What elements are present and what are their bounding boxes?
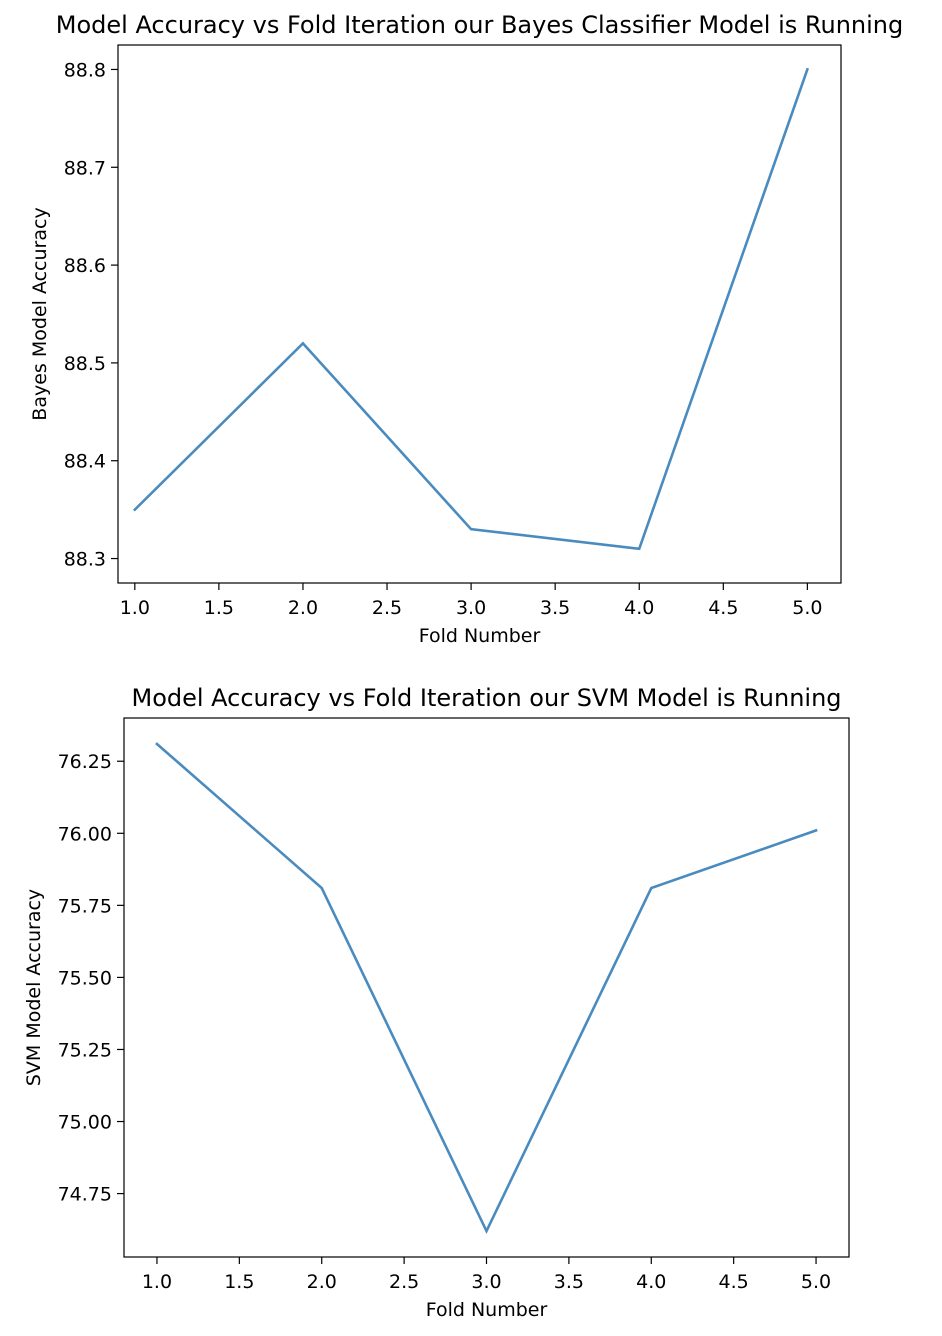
y-axis-label: Bayes Model Accuracy [29, 207, 51, 420]
x-tick-label: 2.0 [288, 597, 318, 619]
x-tick-label: 1.0 [142, 1271, 172, 1293]
series-line [155, 742, 818, 1235]
x-tick-label: 4.0 [624, 597, 654, 619]
plot-frame [117, 44, 842, 584]
x-tick-label: 2.5 [389, 1271, 419, 1293]
plot-frame [123, 717, 850, 1258]
x-tick-label: 5.0 [792, 597, 822, 619]
x-tick-label: 3.0 [471, 1271, 501, 1293]
y-tick-label: 75.75 [58, 895, 112, 917]
x-tick-label: 3.0 [456, 597, 486, 619]
y-tick-label: 88.6 [64, 255, 106, 277]
y-axis-label: SVM Model Accuracy [23, 889, 45, 1086]
y-tick-label: 74.75 [58, 1184, 112, 1206]
x-tick-label: 1.0 [120, 597, 150, 619]
x-tick-label: 5.0 [801, 1271, 831, 1293]
chart-2: Model Accuracy vs Fold Iteration our SVM… [23, 684, 850, 1321]
x-axis-label: Fold Number [426, 1299, 548, 1321]
x-tick-label: 4.5 [719, 1271, 749, 1293]
series-line [132, 67, 810, 551]
y-tick-label: 76.00 [58, 823, 112, 845]
chart-title: Model Accuracy vs Fold Iteration our Bay… [56, 11, 904, 39]
y-tick-label: 88.8 [64, 59, 106, 81]
y-tick-label: 75.00 [58, 1112, 112, 1134]
x-tick-label: 1.5 [204, 597, 234, 619]
x-tick-label: 4.0 [636, 1271, 666, 1293]
x-tick-label: 3.5 [540, 597, 570, 619]
y-tick-label: 88.7 [64, 157, 106, 179]
chart-1: Model Accuracy vs Fold Iteration our Bay… [29, 11, 903, 647]
y-tick-label: 75.50 [58, 967, 112, 989]
y-tick-label: 88.5 [64, 353, 106, 375]
chart-title: Model Accuracy vs Fold Iteration our SVM… [131, 684, 841, 712]
x-tick-label: 2.5 [372, 597, 402, 619]
x-tick-label: 3.5 [554, 1271, 584, 1293]
y-tick-label: 75.25 [58, 1039, 112, 1061]
x-tick-label: 2.0 [307, 1271, 337, 1293]
x-axis-label: Fold Number [419, 625, 541, 647]
x-tick-label: 4.5 [708, 597, 738, 619]
y-tick-label: 88.3 [64, 549, 106, 571]
y-tick-label: 88.4 [64, 451, 106, 473]
y-tick-label: 76.25 [58, 751, 112, 773]
x-tick-label: 1.5 [224, 1271, 254, 1293]
